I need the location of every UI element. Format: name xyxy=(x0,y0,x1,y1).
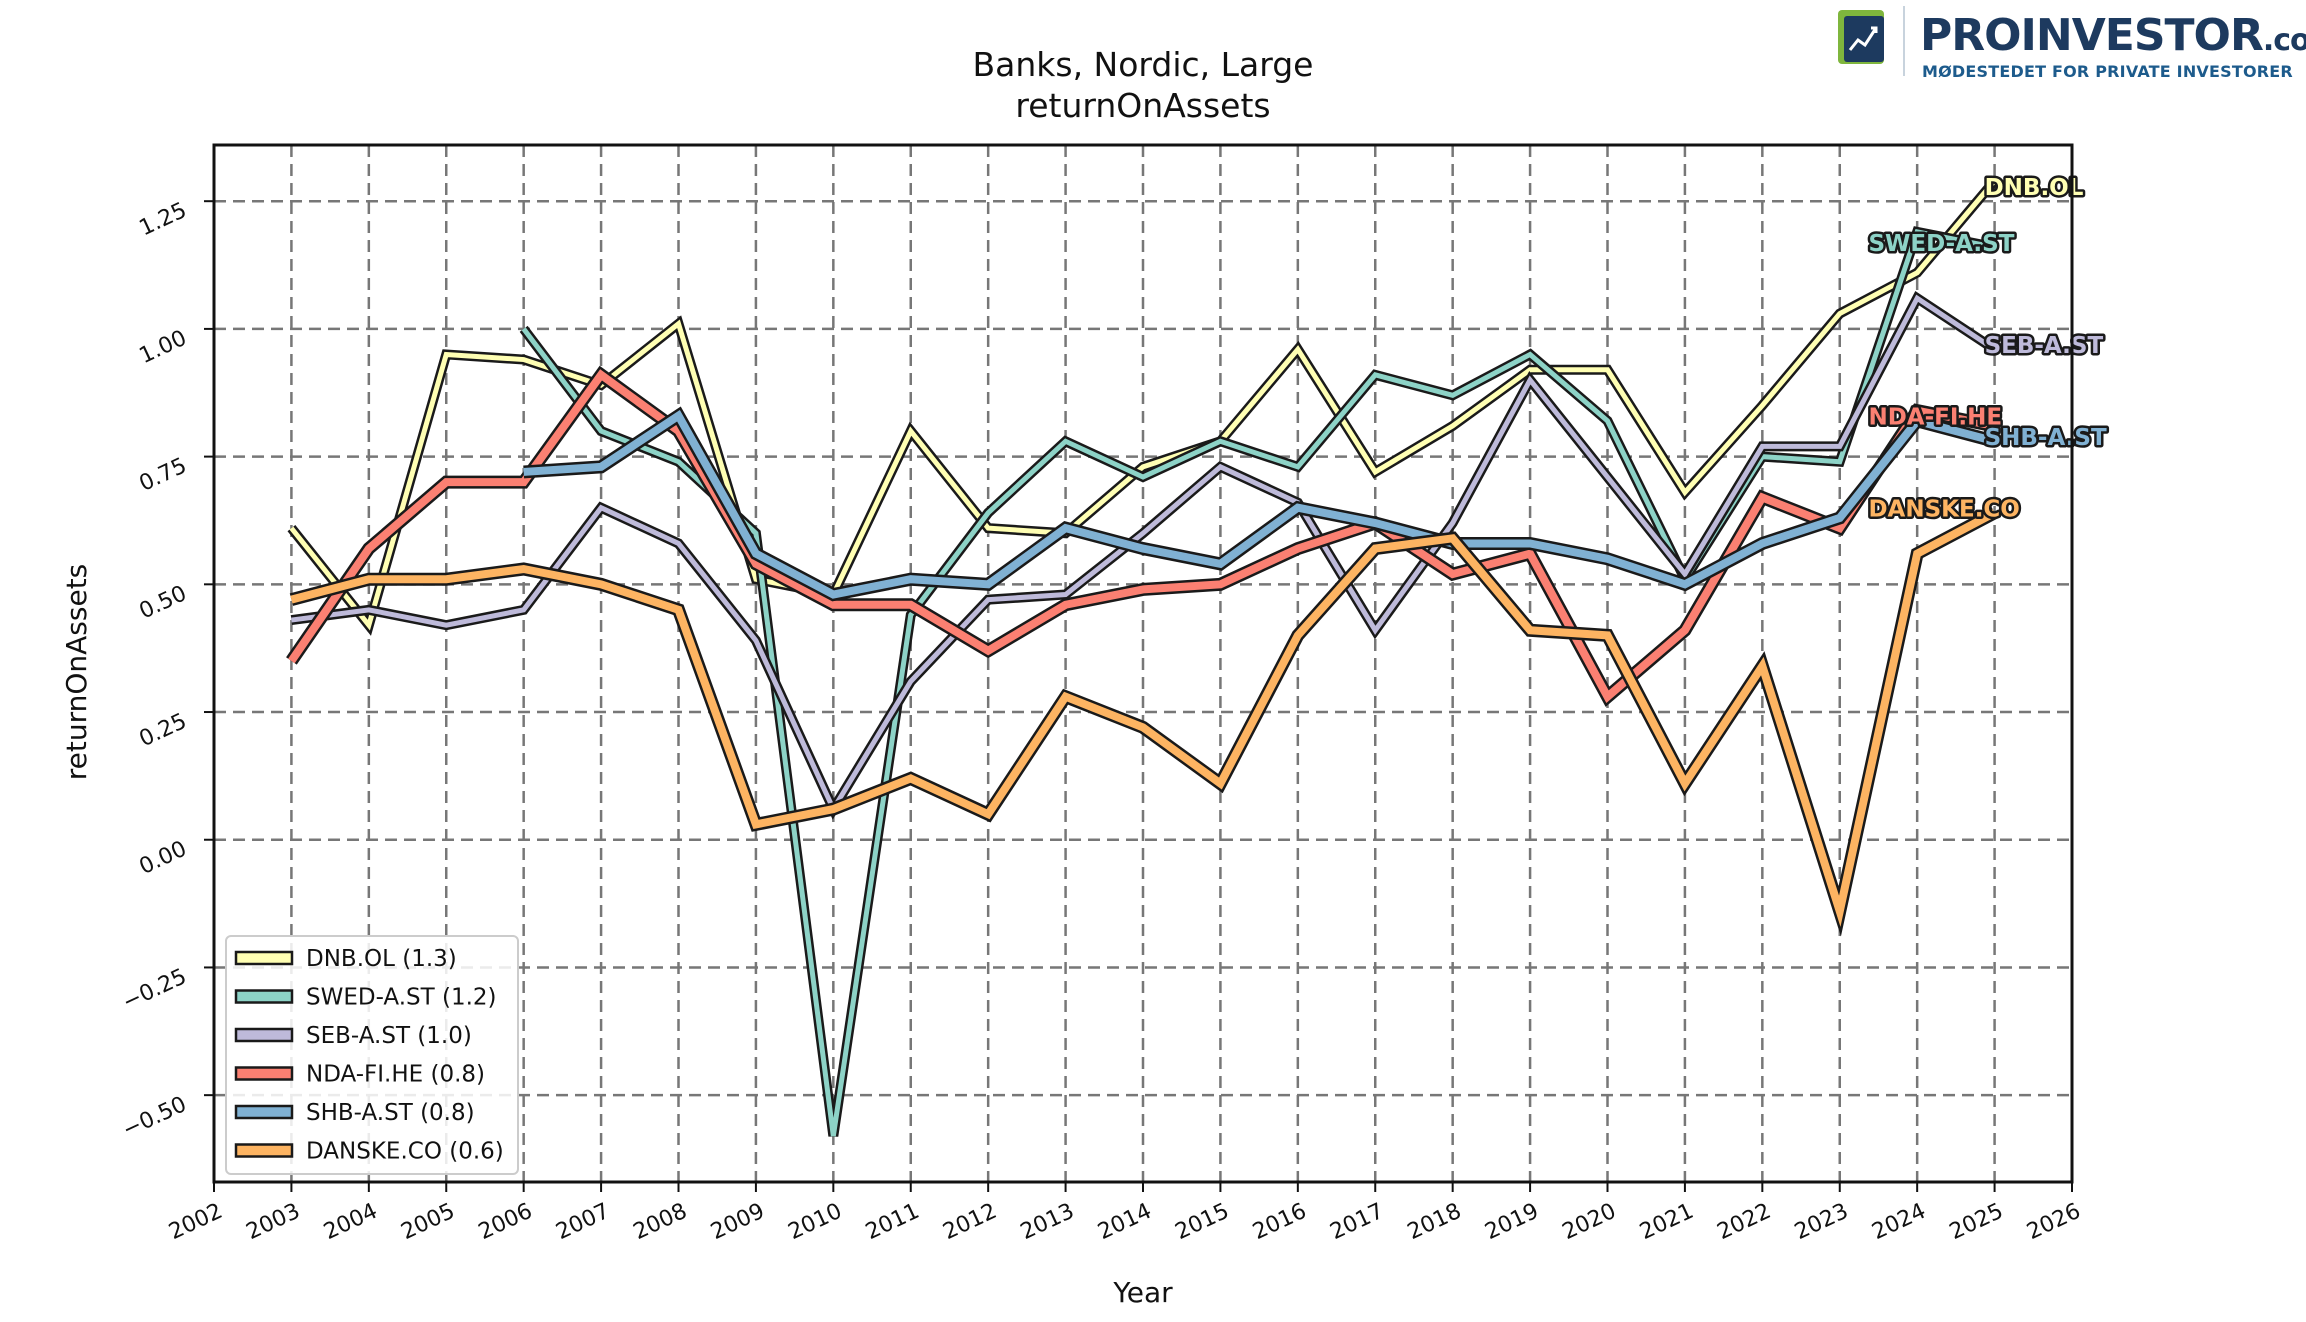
x-tick-label: 2024 xyxy=(1868,1199,1929,1245)
legend-swatch xyxy=(234,1027,294,1043)
chart-subtitle: returnOnAssets xyxy=(1015,86,1270,125)
legend-swatch xyxy=(234,989,294,1004)
y-tick-label: 1.25 xyxy=(136,198,191,241)
x-tick-label: 2011 xyxy=(862,1199,923,1245)
legend-swatch xyxy=(234,950,294,966)
legend-swatch xyxy=(234,1143,294,1158)
y-tick-label: 0.00 xyxy=(136,837,191,880)
x-tick-label: 2016 xyxy=(1249,1199,1310,1245)
series-end-label: NDA-FI.HE xyxy=(1868,405,2002,431)
logo-divider xyxy=(1903,6,1905,76)
x-tick-label: 2022 xyxy=(1714,1199,1775,1245)
legend-swatch xyxy=(234,1104,294,1120)
x-tick-label: 2008 xyxy=(630,1199,691,1245)
x-tick-label: 2007 xyxy=(552,1199,613,1245)
legend-entry: DNB.OL (1.3) xyxy=(306,946,457,972)
x-tick-label: 2010 xyxy=(785,1199,846,1245)
x-tick-label: 2018 xyxy=(1404,1199,1465,1245)
x-tick-label: 2004 xyxy=(320,1199,381,1245)
y-tick-label: 0.50 xyxy=(136,581,191,624)
logo-suffix: .com xyxy=(2262,23,2306,58)
y-tick-label: 0.25 xyxy=(136,709,191,752)
proinvestor-logo[interactable]: PROINVESTOR.com MØDESTEDET FOR PRIVATE I… xyxy=(1838,4,2306,82)
legend-entry: SHB-A.ST (0.8) xyxy=(306,1100,475,1126)
x-axis-label: Year xyxy=(1112,1276,1173,1309)
x-tick-label: 2002 xyxy=(165,1199,226,1245)
series-line xyxy=(291,294,1996,815)
y-tick-label: 1.00 xyxy=(136,326,191,369)
logo-tagline: MØDESTEDET FOR PRIVATE INVESTORER xyxy=(1922,62,2293,81)
y-tick-label: −0.25 xyxy=(119,964,191,1015)
series-line xyxy=(289,179,1997,631)
series-end-label: SEB-A.ST xyxy=(1985,333,2104,359)
legend-entry: SEB-A.ST (1.0) xyxy=(306,1023,472,1049)
x-tick-label: 2009 xyxy=(707,1199,768,1245)
series-end-label: DNB.OL xyxy=(1985,175,2084,201)
series-line xyxy=(288,369,1996,703)
y-tick-label: 0.75 xyxy=(136,453,191,496)
logo-wordmark: PROINVESTOR.com xyxy=(1920,10,2306,61)
plot-frame xyxy=(212,143,2074,1184)
legend-box xyxy=(225,935,519,1175)
series-end-label: SHB-A.ST xyxy=(1985,425,2107,451)
x-tick-label: 2025 xyxy=(1946,1199,2007,1245)
x-tick-label: 2026 xyxy=(2023,1199,2084,1245)
chart-badge-icon xyxy=(1838,10,1884,64)
series-line xyxy=(290,509,1997,927)
x-tick-label: 2014 xyxy=(1094,1199,1155,1245)
x-tick-label: 2017 xyxy=(1326,1199,1387,1245)
series-end-label: DANSKE.CO xyxy=(1868,497,2019,523)
y-axis-label: returnOnAssets xyxy=(60,564,93,781)
legend-swatch xyxy=(234,1066,294,1081)
x-tick-label: 2021 xyxy=(1636,1199,1697,1245)
x-tick-label: 2015 xyxy=(1172,1199,1233,1245)
x-tick-label: 2020 xyxy=(1559,1199,1620,1245)
x-tick-label: 2013 xyxy=(1017,1199,1078,1245)
series-end-label: SWED-A.ST xyxy=(1868,231,2014,257)
x-tick-label: 2005 xyxy=(397,1199,458,1245)
x-tick-label: 2012 xyxy=(939,1199,1000,1245)
series-line xyxy=(523,410,1996,599)
logo-name: PROINVESTOR xyxy=(1920,10,2264,61)
legend-entry: NDA-FI.HE (0.8) xyxy=(306,1062,485,1088)
y-tick-label: −0.50 xyxy=(119,1092,191,1143)
legend-entry: DANSKE.CO (0.6) xyxy=(306,1139,504,1165)
x-tick-label: 2006 xyxy=(475,1199,536,1245)
x-tick-label: 2023 xyxy=(1791,1199,1852,1245)
legend-entry: SWED-A.ST (1.2) xyxy=(306,985,497,1011)
x-tick-label: 2003 xyxy=(243,1199,304,1245)
x-tick-label: 2019 xyxy=(1481,1199,1542,1245)
chart-title: Banks, Nordic, Large xyxy=(972,45,1313,84)
